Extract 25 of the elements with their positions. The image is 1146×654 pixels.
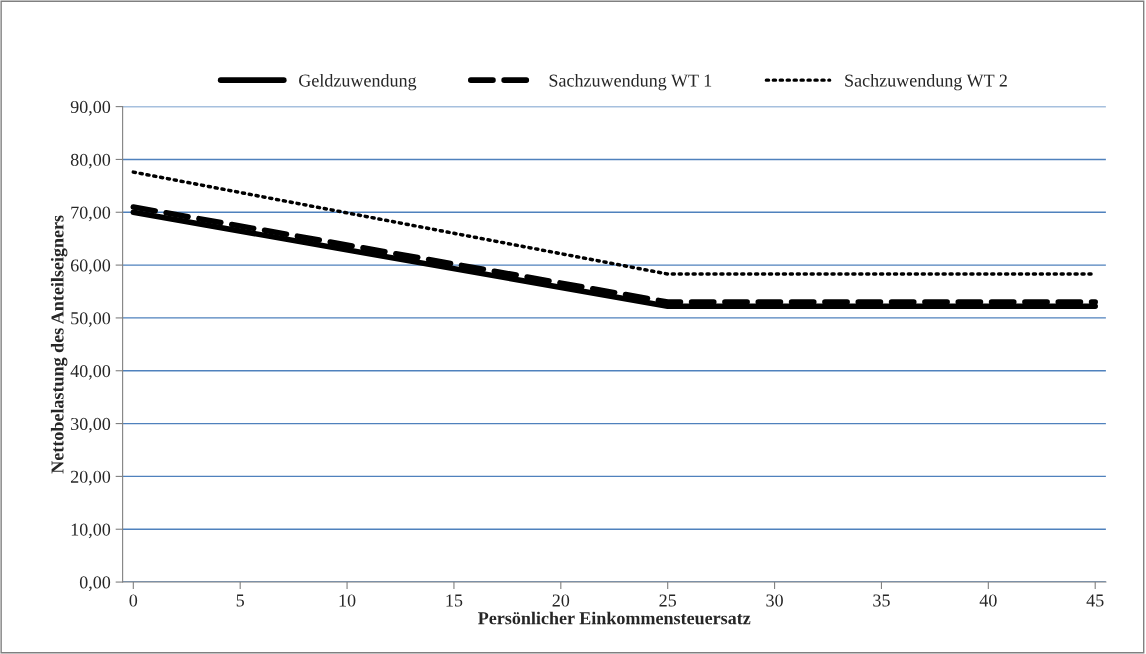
x-tick-label: 0	[129, 594, 138, 607]
y-tick-label: 50,00	[71, 312, 111, 327]
x-tick-label: 40	[979, 594, 997, 607]
x-tick-label: 20	[552, 594, 570, 607]
x-tick-label: 25	[659, 594, 677, 607]
legend-label: Geldzuwendung	[299, 73, 417, 91]
x-tick-label: 15	[446, 594, 463, 607]
y-tick-label: 40,00	[70, 365, 111, 380]
y-tick-label: 80,00	[70, 153, 111, 169]
y-tick-label: 70,00	[71, 206, 111, 222]
y-tick-label: 10,00	[71, 523, 111, 539]
legend-label: Sachzuwendung WT 1	[549, 73, 712, 91]
x-tick-label: 10	[339, 594, 356, 607]
x-tick-label: 30	[766, 594, 783, 607]
x-tick-label: 45	[1086, 594, 1104, 607]
legend-label: Sachzuwendung WT 2	[845, 73, 1007, 91]
y-tick-label: 60,00	[70, 259, 111, 275]
y-axis-title: Nettobelastung des Anteilseigners	[50, 215, 68, 474]
y-tick-label: 0,00	[79, 576, 111, 592]
y-tick-label: 90,00	[70, 100, 111, 116]
y-tick-label: 20,00	[70, 470, 111, 486]
x-tick-label: 5	[236, 594, 244, 607]
x-tick-label: 35	[873, 594, 890, 607]
y-tick-label: 30,00	[71, 417, 111, 433]
x-axis-title: Persönlicher Einkommensteuersatz	[478, 611, 751, 625]
